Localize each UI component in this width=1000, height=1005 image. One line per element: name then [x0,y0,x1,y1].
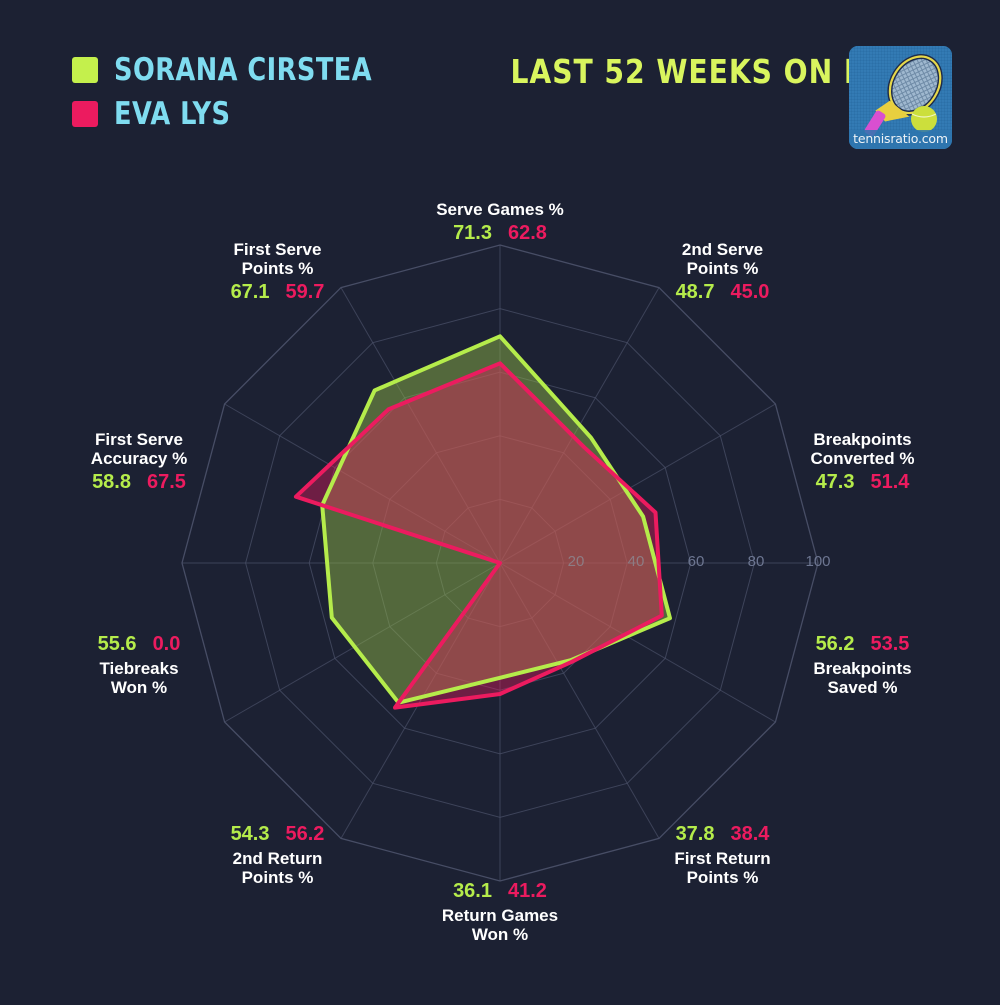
axis-label-breakpoints-converted: Breakpoints Converted % 47.3 51.4 [750,430,975,494]
axis-values-first-serve-accuracy: 58.8 67.5 [28,470,250,494]
legend-swatch-player-a [72,57,98,83]
value-player-a-second-serve-points: 48.7 [675,281,715,303]
axis-label-first-serve-points: First Serve Points % 67.1 59.7 [165,240,390,304]
grid-spoke-4 [499,562,776,723]
axis-title-first-serve-points-l1: First Serve [233,240,322,259]
value-player-b-first-serve-points: 59.7 [285,281,325,303]
grid-spoke-7 [340,562,501,839]
grid-spoke-5 [499,562,660,839]
value-player-b-breakpoints-saved: 53.5 [870,633,910,655]
axis-label-first-return-points: 37.8 38.4 First Return Points % [610,822,835,887]
axis-title-second-serve-points-l2: Points % [686,259,759,278]
logo-caption: tennisratio.com [853,131,948,146]
value-player-b-first-return-points: 38.4 [730,823,770,845]
axis-values-breakpoints-saved: 56.2 53.5 [750,632,975,656]
axis-title-first-return-points-l2: Points % [686,868,759,887]
axis-label-second-serve-points: 2nd Serve Points % 48.7 45.0 [610,240,835,304]
axis-title-second-return-points-l2: Points % [241,868,314,887]
series-line-player-b [293,361,664,710]
value-player-a-first-return-points: 37.8 [675,823,715,845]
value-player-a-tiebreaks-won: 55.6 [97,633,137,655]
axis-title-serve-games: Serve Games % [436,200,564,219]
grid-spoke-10 [224,403,501,564]
axis-title-breakpoints-converted-l1: Breakpoints [813,430,912,449]
value-player-b-first-serve-accuracy: 67.5 [147,471,186,493]
value-player-a-serve-games: 71.3 [453,222,492,244]
value-player-b-second-return-points: 56.2 [285,823,325,845]
axis-title-first-serve-accuracy-l2: Accuracy % [90,449,188,468]
value-player-b-second-serve-points: 45.0 [730,281,770,303]
value-player-a-breakpoints-converted: 47.3 [815,471,855,493]
grid-spoke-2 [499,403,776,564]
axis-label-tiebreaks-won: 55.6 0.0 Tiebreaks Won % [28,632,250,697]
tennisratio-logo[interactable]: tennisratio.com [849,46,952,149]
value-player-a-return-games-won: 36.1 [453,880,492,902]
axis-title-first-serve-accuracy-l1: First Serve [95,430,183,449]
axis-title-second-serve-points-l1: 2nd Serve [681,240,764,259]
legend-label-player-a: SORANA CIRSTEA [114,52,373,88]
axis-title-return-games-won-l1: Return Games [441,906,559,925]
value-player-b-tiebreaks-won: 0.0 [152,633,181,655]
value-player-a-first-serve-accuracy: 58.8 [92,471,131,493]
axis-label-first-serve-accuracy: First Serve Accuracy % 58.8 67.5 [28,430,250,494]
axis-title-breakpoints-saved-l1: Breakpoints [813,659,912,678]
legend: SORANA CIRSTEA EVA LYS [72,48,395,136]
axis-title-return-games-won-l2: Won % [471,925,529,944]
axis-label-serve-games: Serve Games % 71.3 62.8 [380,200,620,245]
axis-values-return-games-won: 36.1 41.2 [380,879,620,903]
radial-tick-20: 20 [567,553,585,570]
series-area-player-b [295,363,662,708]
axis-title-tiebreaks-won-l2: Won % [110,678,168,697]
axis-values-serve-games: 71.3 62.8 [380,221,620,245]
grid-spoke-8 [224,562,501,723]
axis-values-second-serve-points: 48.7 45.0 [610,280,835,304]
radial-tick-80: 80 [747,553,765,570]
axis-values-first-return-points: 37.8 38.4 [610,822,835,846]
axis-values-tiebreaks-won: 55.6 0.0 [28,632,250,656]
value-player-b-breakpoints-converted: 51.4 [870,471,910,493]
value-player-a-second-return-points: 54.3 [230,823,270,845]
radial-tick-60: 60 [687,553,705,570]
series-line-player-a [320,334,672,705]
logo-artwork [849,46,952,149]
legend-item-player-b[interactable]: EVA LYS [72,92,395,136]
value-player-b-return-games-won: 41.2 [508,880,547,902]
axis-title-breakpoints-saved-l2: Saved % [827,678,898,697]
axis-title-second-return-points-l1: 2nd Return [232,849,323,868]
radial-tick-100: 100 [805,553,831,570]
value-player-a-breakpoints-saved: 56.2 [815,633,855,655]
value-player-a-first-serve-points: 67.1 [230,281,270,303]
axis-label-return-games-won: 36.1 41.2 Return Games Won % [380,879,620,944]
axis-values-second-return-points: 54.3 56.2 [165,822,390,846]
axis-title-breakpoints-converted-l2: Converted % [810,449,915,468]
grid-spoke-11 [340,287,501,564]
axis-values-first-serve-points: 67.1 59.7 [165,280,390,304]
series-area-player-a [322,336,670,703]
legend-swatch-player-b [72,101,98,127]
axis-label-breakpoints-saved: 56.2 53.5 Breakpoints Saved % [750,632,975,697]
axis-title-tiebreaks-won-l1: Tiebreaks [99,659,179,678]
axis-title-first-return-points-l1: First Return [674,849,771,868]
legend-item-player-a[interactable]: SORANA CIRSTEA [72,48,395,92]
axis-values-breakpoints-converted: 47.3 51.4 [750,470,975,494]
header-bar: SORANA CIRSTEA EVA LYS LAST 52 WEEKS ON … [0,0,1000,170]
axis-title-first-serve-points-l2: Points % [241,259,314,278]
legend-label-player-b: EVA LYS [114,96,231,132]
axis-label-second-return-points: 54.3 56.2 2nd Return Points % [165,822,390,887]
radial-tick-40: 40 [627,553,645,570]
value-player-b-serve-games: 62.8 [508,222,547,244]
